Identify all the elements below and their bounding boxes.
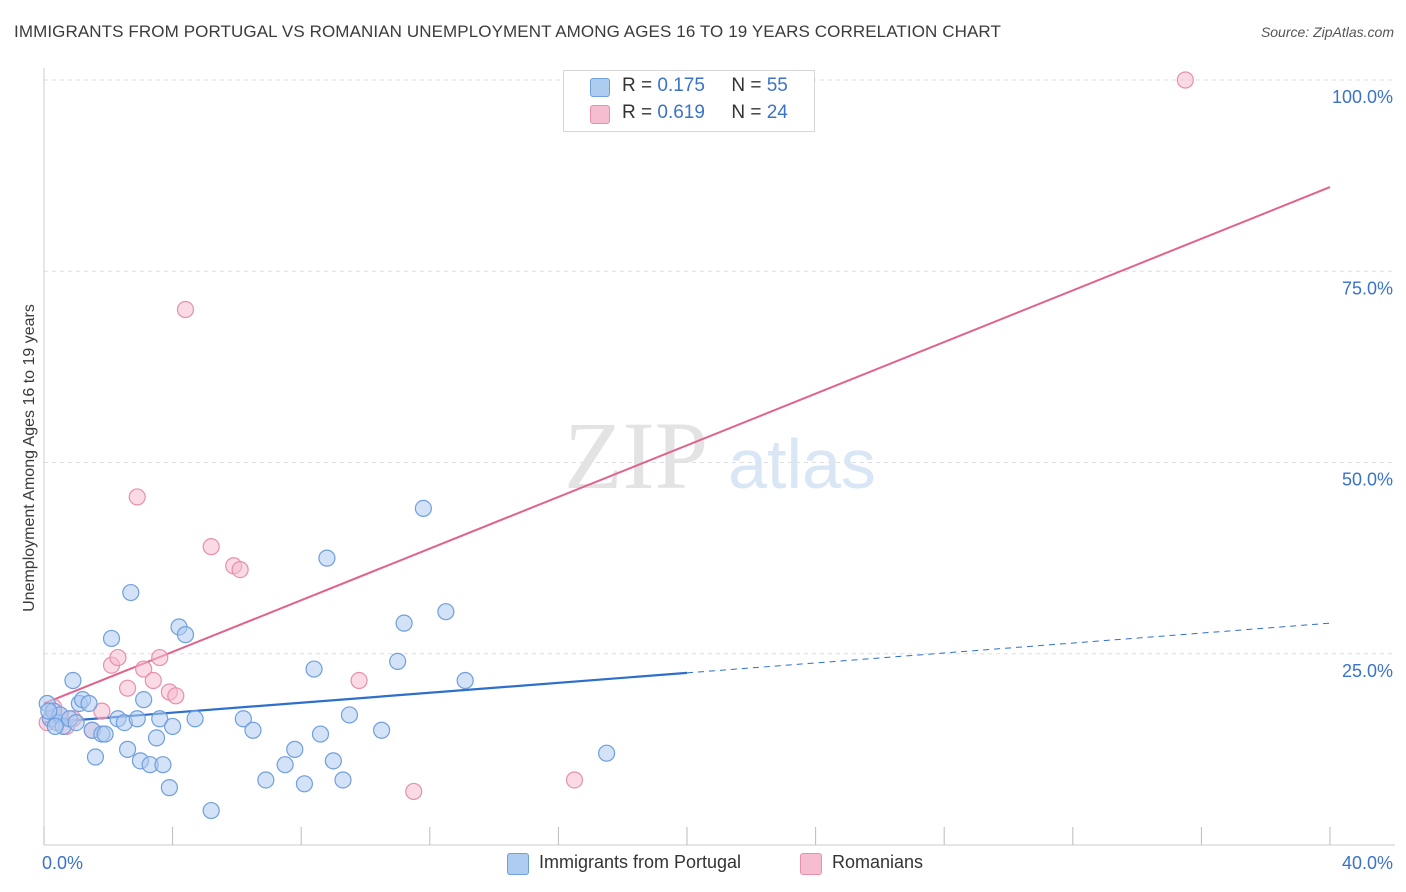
romanians-point xyxy=(93,702,111,720)
romanians-point xyxy=(202,538,220,556)
romanians-point xyxy=(231,560,249,579)
portugal-point xyxy=(202,801,220,820)
portugal-point xyxy=(160,779,178,797)
y-tick-label: 100.0% xyxy=(1332,87,1393,107)
portugal-legend-swatch xyxy=(507,853,529,875)
legend-r-value: 0.175 xyxy=(657,75,705,96)
portugal-point xyxy=(122,583,140,602)
legend-n-label: N = xyxy=(731,102,767,123)
portugal-point xyxy=(295,775,314,793)
portugal-legend-label: Immigrants from Portugal xyxy=(539,852,742,872)
portugal-point xyxy=(276,756,294,774)
portugal-point xyxy=(334,771,352,789)
romanians-point xyxy=(144,671,162,690)
romanians-point xyxy=(109,648,127,667)
y-tick-label: 25.0% xyxy=(1342,661,1393,681)
portugal-point xyxy=(389,652,407,671)
correlation-legend: R = 0.175 N = 55 R = 0.619 N = 24 xyxy=(563,70,815,132)
portugal-point xyxy=(64,671,82,690)
portugal-point xyxy=(456,671,474,690)
portugal-point xyxy=(286,740,304,758)
portugal-point xyxy=(40,702,58,720)
x-tick-label: 0.0% xyxy=(42,853,83,873)
portugal-point xyxy=(244,721,262,739)
romanians-point xyxy=(405,782,423,801)
portugal-point xyxy=(118,740,137,758)
portugal-point xyxy=(176,626,195,644)
romanians-point xyxy=(128,488,146,506)
legend-n-value: 55 xyxy=(766,75,788,96)
legend-r-label: R = xyxy=(622,75,658,96)
legend-n-value: 24 xyxy=(766,102,788,123)
romanians-point xyxy=(135,660,153,678)
y-axis-label: Unemployment Among Ages 16 to 19 years xyxy=(21,304,38,612)
legend-r-value: 0.619 xyxy=(657,102,705,123)
romanians-point xyxy=(167,687,185,705)
romanians-point xyxy=(151,648,169,667)
romanians-legend-label: Romanians xyxy=(832,852,924,872)
portugal-point xyxy=(598,744,616,762)
portugal-point xyxy=(372,721,391,739)
portugal-point xyxy=(151,710,169,728)
romanians-swatch xyxy=(590,105,610,124)
source-label: Source: ZipAtlas.com xyxy=(1260,24,1394,40)
watermark: ZIP atlas xyxy=(564,402,876,509)
tick-labels: 100.0% 75.0% 50.0% 25.0% 0.0% 40.0% xyxy=(42,87,1393,873)
portugal-point xyxy=(186,710,204,728)
chart-title: IMMIGRANTS FROM PORTUGAL VS ROMANIAN UNE… xyxy=(14,22,1001,41)
portugal-point xyxy=(324,752,342,770)
portugal-point xyxy=(437,603,455,621)
portugal-point xyxy=(257,771,275,789)
y-tick-label: 75.0% xyxy=(1342,278,1393,298)
x-tick-label: 40.0% xyxy=(1342,853,1393,873)
portugal-point xyxy=(46,717,64,736)
portugal-point xyxy=(164,717,182,736)
portugal-point xyxy=(154,756,172,774)
romanians-point xyxy=(118,679,137,697)
portugal-trend-line xyxy=(43,671,688,724)
portugal-point xyxy=(67,713,85,732)
romanians-legend-swatch xyxy=(800,853,822,875)
romanians-trend-line xyxy=(43,186,1331,705)
y-tick-label: 50.0% xyxy=(1342,470,1393,490)
portugal-point xyxy=(340,706,359,724)
romanians-point xyxy=(176,300,195,319)
portugal-point xyxy=(128,710,146,728)
portugal-point xyxy=(311,725,330,743)
portugal-point xyxy=(318,549,336,567)
portugal-point xyxy=(135,691,153,709)
legend-n-label: N = xyxy=(731,75,767,96)
romanians-point xyxy=(565,771,584,789)
legend-r-label: R = xyxy=(622,102,658,123)
trend-lines xyxy=(43,186,1331,724)
portugal-point xyxy=(234,710,252,728)
portugal-point xyxy=(86,748,105,766)
portugal-point xyxy=(80,694,98,713)
watermark-atlas: atlas xyxy=(728,425,876,503)
portugal-swatch xyxy=(590,78,610,97)
watermark-zip: ZIP xyxy=(564,402,708,509)
portugal-point xyxy=(147,729,166,747)
portugal-point xyxy=(305,660,323,678)
portugal-point xyxy=(395,614,413,632)
romanians-point xyxy=(1176,71,1194,89)
portugal-point xyxy=(414,499,432,517)
portugal-point xyxy=(102,629,121,648)
portugal-trend-extension xyxy=(686,622,1331,674)
romanians-point xyxy=(350,671,368,690)
portugal-points xyxy=(38,499,616,820)
portugal-point xyxy=(96,725,114,743)
